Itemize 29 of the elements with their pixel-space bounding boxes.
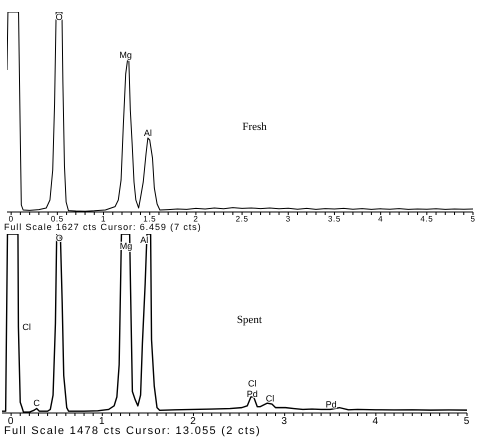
x-tick-label: 0 bbox=[8, 214, 14, 224]
x-tick-label: 2.5 bbox=[236, 214, 249, 224]
x-tick-label: 0.5 bbox=[50, 214, 64, 224]
x-tick-label: 5 bbox=[470, 214, 476, 224]
text: Full Scale 1478 cts Cursor: 13.055 (2 cts) bbox=[4, 425, 261, 438]
x-tick-label: 5 bbox=[464, 416, 470, 428]
x-tick-label: 0 bbox=[8, 416, 14, 428]
x-tick-label: 4 bbox=[378, 214, 384, 224]
text: Full Scale 1627 cts Cursor: 6.459 (7 cts) bbox=[4, 222, 202, 233]
x-tick-label: 3 bbox=[281, 416, 288, 428]
annotation: Pd bbox=[246, 388, 258, 399]
x-tick-label: 2 bbox=[190, 416, 197, 428]
annotation: Al bbox=[144, 128, 152, 138]
x-tick-label: 1.5 bbox=[143, 214, 156, 224]
x-tick-label: 4 bbox=[372, 416, 380, 428]
x-tick-label: 3.5 bbox=[328, 214, 341, 224]
x-tick-label: 1 bbox=[100, 214, 106, 224]
text: Fresh bbox=[242, 120, 267, 134]
annotation: Cl bbox=[266, 393, 274, 404]
annotation: Mg bbox=[119, 50, 132, 60]
text: Spent bbox=[236, 312, 262, 327]
annotation: Cl bbox=[22, 322, 31, 332]
annotation: Pd bbox=[326, 400, 337, 410]
annotation: Cl bbox=[248, 378, 257, 388]
x-tick-label: 3 bbox=[286, 214, 291, 224]
x-tick-label: 4.5 bbox=[420, 214, 434, 224]
x-tick-label: 2 bbox=[193, 214, 198, 224]
annotation: C bbox=[33, 398, 40, 408]
x-tick-label: 1 bbox=[99, 416, 106, 428]
